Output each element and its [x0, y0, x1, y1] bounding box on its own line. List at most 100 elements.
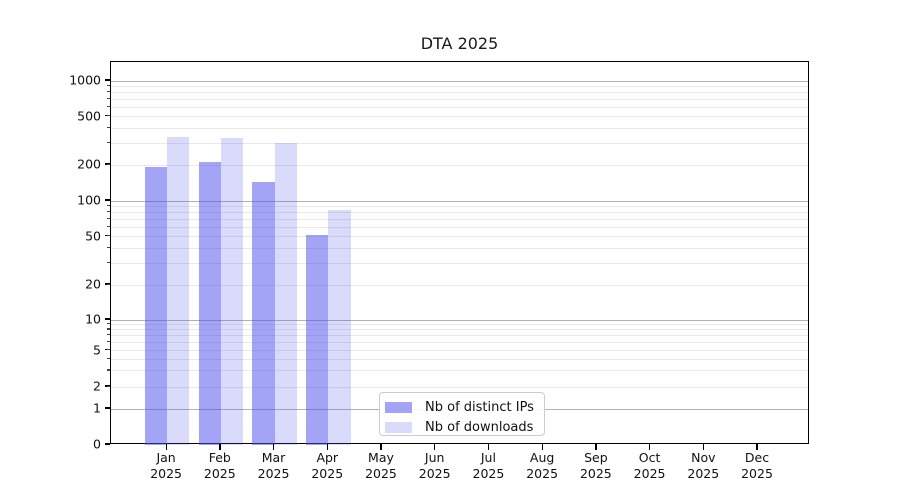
x-tick — [219, 444, 221, 450]
gridline-minor — [111, 91, 808, 93]
y-minor-tick — [107, 210, 110, 213]
x-tick — [541, 444, 543, 450]
gridline-minor — [111, 116, 808, 118]
gridline-minor — [111, 284, 808, 286]
y-tick-label: 200 — [77, 156, 101, 172]
y-tick-label: 20 — [85, 276, 101, 292]
x-tick-label: Nov 2025 — [687, 450, 720, 481]
x-tick-label: Aug 2025 — [526, 450, 559, 481]
chart-title: DTA 2025 — [420, 34, 499, 53]
y-tick — [104, 407, 110, 409]
legend-label-distinct-ips: Nb of distinct IPs — [425, 400, 534, 415]
y-minor-tick — [107, 217, 110, 220]
y-tick — [104, 318, 110, 320]
gridline-minor — [111, 335, 808, 337]
y-minor-tick — [107, 84, 110, 87]
y-tick-label: 500 — [77, 108, 101, 124]
y-minor-tick — [107, 385, 110, 387]
y-tick-label: 0 — [93, 436, 101, 452]
gridline-major — [111, 80, 808, 82]
y-minor-tick — [107, 225, 110, 228]
y-tick-label: 1000 — [69, 72, 101, 88]
gridline-minor — [111, 358, 808, 360]
y-minor-tick — [107, 262, 110, 264]
y-minor-tick — [107, 328, 110, 330]
x-tick — [487, 444, 490, 450]
x-tick-label: Feb 2025 — [203, 450, 236, 481]
y-tick-label: 1 — [93, 400, 101, 416]
gridline-minor — [111, 341, 808, 343]
y-minor-tick — [107, 126, 110, 129]
y-minor-tick — [107, 204, 110, 207]
gridline-minor — [111, 324, 808, 326]
y-minor-tick — [107, 369, 110, 371]
x-tick-label: Mar 2025 — [257, 450, 290, 481]
x-tick-label: Jan 2025 — [150, 450, 182, 481]
y-minor-tick — [107, 235, 110, 237]
x-tick-label: May 2025 — [365, 450, 397, 481]
y-minor-tick — [107, 163, 110, 165]
y-minor-tick — [107, 115, 110, 117]
gridline-minor — [111, 386, 808, 388]
y-minor-tick — [107, 246, 110, 249]
gridline-minor — [111, 350, 808, 351]
x-tick — [756, 444, 758, 450]
gridline-major — [111, 319, 808, 321]
x-tick — [326, 444, 328, 450]
y-minor-tick — [107, 340, 110, 343]
y-tick-label: 5 — [93, 342, 101, 357]
gridline-minor — [111, 218, 808, 220]
legend-swatch-downloads — [385, 422, 412, 433]
plot-area — [110, 61, 809, 445]
gridline-minor — [111, 263, 808, 265]
x-tick-label: Jun 2025 — [418, 450, 451, 481]
y-minor-tick — [107, 323, 110, 325]
bar-downloads — [328, 209, 351, 445]
gridline-minor — [111, 143, 808, 145]
gridline-minor — [111, 370, 808, 372]
gridline-minor — [111, 205, 808, 207]
gridline-minor — [111, 106, 808, 108]
y-minor-tick — [107, 97, 110, 100]
gridline-minor — [111, 329, 808, 331]
gridline-minor — [111, 211, 808, 213]
y-minor-tick — [107, 142, 110, 144]
bar-downloads — [274, 142, 297, 445]
legend-item-distinct-ips: Nb of distinct IPs — [385, 399, 538, 416]
x-tick — [272, 444, 275, 450]
legend-label-downloads: Nb of downloads — [425, 420, 534, 435]
x-tick — [380, 444, 382, 450]
y-tick-label: 50 — [85, 228, 101, 244]
bar-downloads — [220, 138, 244, 445]
gridline-minor — [111, 226, 808, 228]
x-tick-label: Dec 2025 — [741, 450, 773, 481]
x-tick-label: Sep 2025 — [579, 450, 612, 481]
bar-distinct-ips — [198, 161, 221, 445]
y-tick-label: 2 — [93, 378, 101, 394]
legend-item-downloads: Nb of downloads — [385, 419, 538, 436]
x-tick — [648, 444, 651, 450]
y-minor-tick — [107, 105, 110, 108]
y-tick — [104, 79, 110, 81]
y-minor-tick — [107, 283, 110, 285]
x-tick — [434, 444, 436, 450]
y-minor-tick — [107, 334, 110, 336]
x-tick-label: Jul 2025 — [472, 450, 505, 481]
legend: Nb of distinct IPs Nb of downloads — [379, 392, 545, 436]
x-tick — [165, 444, 167, 450]
bar-distinct-ips — [144, 166, 168, 445]
bar-distinct-ips — [252, 181, 275, 445]
gridline-minor — [111, 164, 808, 166]
bar-downloads — [167, 137, 190, 445]
y-minor-tick — [107, 357, 110, 360]
y-tick-label: 100 — [77, 192, 101, 208]
x-tick — [702, 444, 704, 450]
y-minor-tick — [107, 90, 110, 93]
gridline-major — [111, 200, 808, 202]
x-tick-label: Oct 2025 — [633, 450, 666, 481]
gridline-minor — [111, 236, 808, 238]
bar-distinct-ips — [305, 234, 329, 445]
y-minor-tick — [107, 349, 110, 351]
y-tick-label: 10 — [85, 311, 101, 327]
